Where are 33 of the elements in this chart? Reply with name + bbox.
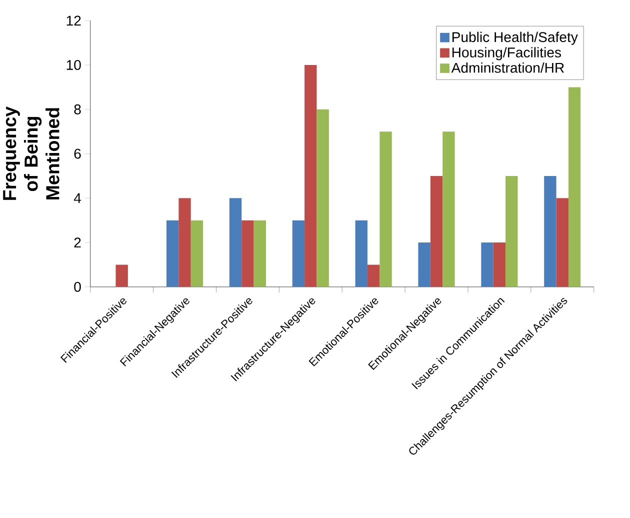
- legend-label: Administration/HR: [451, 62, 564, 74]
- bar: [292, 220, 305, 288]
- bar: [116, 264, 128, 288]
- bar: [316, 110, 329, 288]
- bar: [367, 264, 380, 288]
- y-tick-label: 2: [74, 238, 81, 248]
- bar: [442, 132, 455, 288]
- y-tick-label: 0: [74, 282, 81, 292]
- bar: [556, 198, 568, 288]
- bar: [544, 176, 556, 288]
- bar: [481, 242, 494, 288]
- y-tick-label: 4: [74, 194, 82, 204]
- y-tick-label: 10: [66, 60, 81, 70]
- bar: [430, 176, 443, 288]
- legend-label: Housing/Facilities: [452, 47, 561, 60]
- legend-label: Public Health/Safety: [452, 32, 578, 46]
- bar: [418, 242, 430, 288]
- bar: [166, 220, 179, 288]
- bar: [355, 220, 368, 288]
- y-tick-label: 8: [74, 104, 81, 115]
- bar: [493, 242, 506, 288]
- bar: [229, 198, 242, 288]
- bar: [242, 220, 254, 288]
- y-axis-title: Frequency of Being Mentioned: [3, 106, 60, 200]
- bar: [254, 220, 266, 288]
- bar: [568, 87, 581, 288]
- y-tick-label: 12: [66, 16, 81, 26]
- bar: [178, 198, 191, 288]
- y-tick-label: 6: [74, 149, 81, 159]
- bar: [506, 176, 518, 288]
- bar: [380, 132, 392, 288]
- bar: [304, 65, 317, 288]
- bar: [190, 220, 204, 288]
